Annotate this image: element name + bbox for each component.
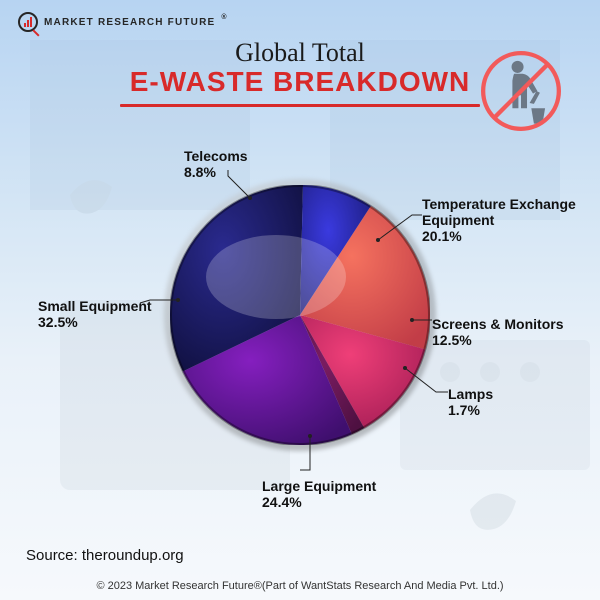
source-prefix: Source:: [26, 547, 82, 564]
brand-logo: MARKET RESEARCH FUTURE ®: [18, 12, 228, 32]
source-line: Source: theroundup.org: [26, 547, 184, 564]
slice-label: Telecoms8.8%: [184, 148, 248, 180]
copyright: © 2023 Market Research Future®(Part of W…: [0, 580, 600, 592]
slice-label: Large Equipment24.4%: [262, 478, 376, 510]
slice-label: Temperature Exchange Equipment20.1%: [422, 196, 592, 244]
registered-mark: ®: [221, 14, 227, 21]
pie-chart: [170, 185, 430, 445]
brand-name: MARKET RESEARCH FUTURE: [44, 17, 215, 28]
source-text: theroundup.org: [82, 547, 184, 564]
slice-label: Lamps1.7%: [448, 386, 493, 418]
infographic-page: MARKET RESEARCH FUTURE ® Global Total E-…: [0, 0, 600, 600]
slice-label: Screens & Monitors12.5%: [432, 316, 563, 348]
slice-label: Small Equipment32.5%: [38, 298, 152, 330]
no-littering-icon: [478, 48, 564, 134]
title-underline: [120, 104, 480, 107]
magnifier-bars-icon: [18, 12, 38, 32]
